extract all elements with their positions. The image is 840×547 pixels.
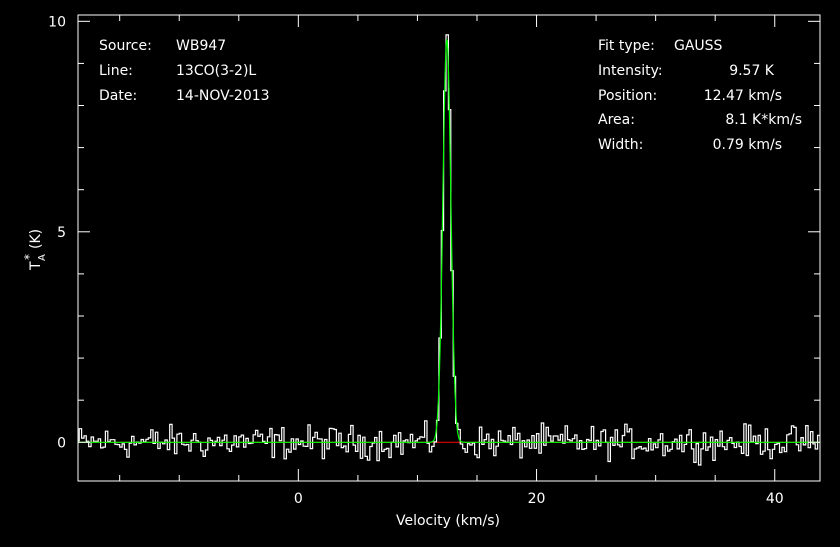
y-axis-label-sup: * — [22, 254, 36, 260]
line-value: 13CO(3-2)L — [176, 63, 256, 79]
area-key: Area: — [598, 112, 635, 128]
area-value: 8.1 K*km/s — [725, 112, 802, 128]
source-value: WB947 — [176, 38, 226, 54]
y-tick-label: 5 — [57, 225, 66, 241]
x-tick-label: 40 — [766, 491, 784, 507]
intensity-value: 9.57 K — [729, 63, 775, 79]
intensity-key: Intensity: — [598, 63, 663, 79]
spectrum-line — [78, 34, 820, 466]
date-key: Date: — [99, 88, 137, 104]
y-tick-label: 0 — [57, 435, 66, 451]
y-tick-label: 10 — [48, 14, 66, 30]
fit-type-value: GAUSS — [674, 38, 723, 54]
position-key: Position: — [598, 88, 657, 104]
width-value: 0.79 km/s — [713, 137, 782, 153]
source-key: Source: — [99, 38, 152, 54]
y-axis-label: T A * (K) — [22, 229, 48, 271]
width-key: Width: — [598, 137, 643, 153]
plot-frame — [77, 14, 821, 482]
x-tick-label: 0 — [294, 491, 303, 507]
y-axis-label-sub: A — [37, 254, 48, 261]
gauss-fit-line — [78, 38, 820, 443]
line-key: Line: — [99, 63, 133, 79]
x-axis-label: Velocity (km/s) — [396, 513, 500, 529]
axis-ticks: 0 20 40 0 5 10 — [48, 14, 820, 507]
fit-type-key: Fit type: — [598, 38, 655, 54]
y-axis-label-unit: (K) — [28, 229, 44, 249]
plot-marks — [78, 34, 820, 466]
header-right: Fit type: GAUSS Intensity: 9.57 K Positi… — [598, 38, 802, 153]
plot-area — [78, 34, 820, 466]
x-tick-label: 20 — [528, 491, 546, 507]
date-value: 14-NOV-2013 — [176, 88, 270, 104]
header-left: Source: WB947 Line: 13CO(3-2)L Date: 14-… — [99, 38, 270, 104]
position-value: 12.47 km/s — [704, 88, 782, 104]
y-axis-label-main: T — [28, 261, 44, 271]
